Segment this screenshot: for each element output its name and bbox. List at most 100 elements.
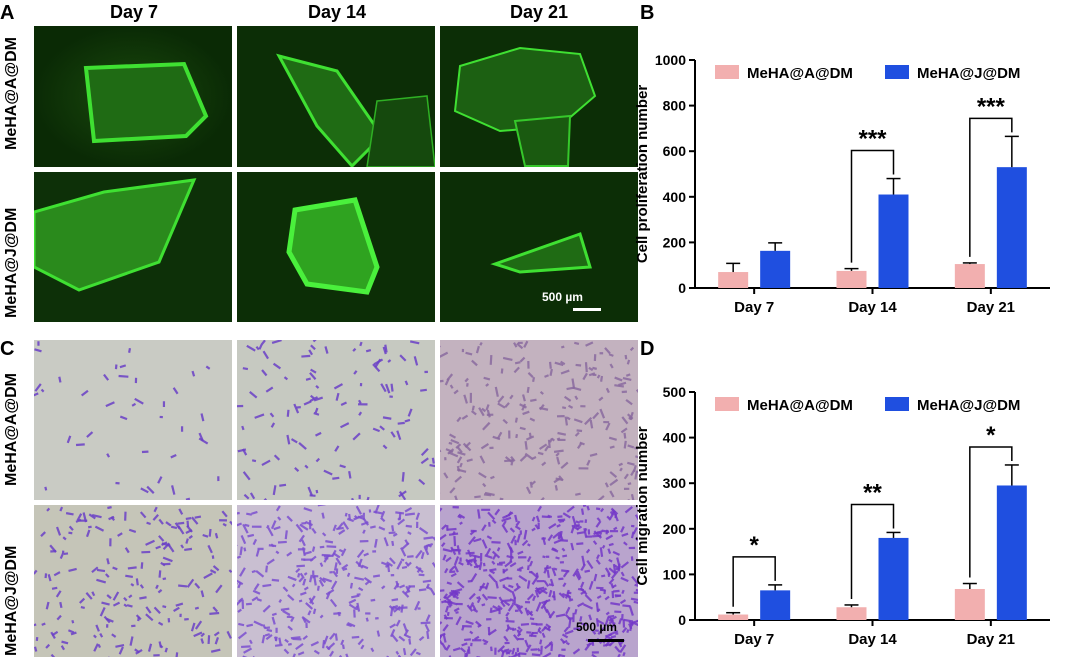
stained-cell bbox=[305, 377, 311, 381]
significance-label: ** bbox=[863, 479, 882, 506]
stained-cell bbox=[481, 593, 489, 601]
stained-cell bbox=[502, 568, 505, 574]
stained-cell bbox=[600, 375, 604, 382]
stained-cell bbox=[119, 364, 127, 369]
stained-cell bbox=[184, 617, 189, 621]
stained-cell bbox=[118, 646, 124, 655]
stained-cell bbox=[246, 512, 252, 516]
stained-cell bbox=[623, 618, 634, 623]
stained-cell bbox=[611, 622, 616, 628]
stained-cell bbox=[504, 641, 510, 645]
stained-cell bbox=[618, 618, 623, 625]
stained-cell bbox=[531, 516, 536, 522]
stained-cell bbox=[616, 557, 621, 568]
stained-cell bbox=[171, 485, 176, 495]
stained-cell bbox=[505, 616, 509, 621]
stained-cell bbox=[351, 497, 356, 500]
stained-cell bbox=[560, 369, 570, 375]
stained-cell bbox=[585, 341, 594, 347]
stained-cell bbox=[546, 569, 550, 578]
stained-cell bbox=[180, 544, 185, 549]
stained-cell bbox=[251, 525, 262, 528]
stained-cell bbox=[239, 567, 246, 577]
y-axis-label: Cell migration number bbox=[634, 426, 651, 585]
stained-cell bbox=[352, 432, 361, 441]
stained-cell bbox=[557, 654, 561, 657]
stained-cell bbox=[354, 514, 358, 519]
stained-cell bbox=[597, 626, 605, 635]
stained-cell bbox=[313, 649, 320, 655]
significance-label: *** bbox=[858, 126, 887, 153]
stained-cell bbox=[523, 529, 528, 540]
stained-cell bbox=[390, 431, 396, 438]
stain-image-a-day21 bbox=[440, 340, 638, 500]
stained-cell bbox=[237, 631, 248, 640]
stained-cell bbox=[188, 535, 193, 540]
stained-cell bbox=[302, 617, 307, 624]
stained-cell bbox=[282, 586, 289, 593]
stained-cell bbox=[580, 563, 586, 572]
stained-cell bbox=[418, 478, 426, 486]
stained-cell bbox=[128, 594, 133, 599]
stained-cell bbox=[544, 374, 549, 378]
stain-image-j-day21: 500 µm bbox=[440, 505, 638, 657]
panel-letter-d: D bbox=[640, 338, 655, 360]
stained-cell bbox=[508, 546, 514, 554]
y-tick-label: 400 bbox=[663, 189, 687, 205]
stained-cell bbox=[353, 609, 356, 618]
stained-cell bbox=[190, 622, 196, 632]
stained-cell bbox=[158, 641, 163, 648]
x-tick-label: Day 14 bbox=[848, 299, 897, 316]
stained-cell bbox=[635, 455, 638, 460]
stained-cell bbox=[494, 580, 499, 589]
stained-cell bbox=[103, 615, 111, 624]
stained-cell bbox=[486, 618, 492, 621]
stained-cell bbox=[198, 437, 209, 445]
stained-cell bbox=[361, 564, 369, 570]
stained-cell bbox=[509, 527, 516, 533]
stained-cell bbox=[271, 578, 280, 582]
stained-cell bbox=[107, 506, 112, 510]
stained-cell bbox=[94, 525, 105, 532]
stained-cell bbox=[271, 340, 282, 344]
stained-cell bbox=[55, 526, 62, 536]
significance-bracket bbox=[850, 149, 895, 263]
stained-cell bbox=[340, 639, 345, 646]
stained-cell bbox=[555, 452, 560, 457]
stained-cell bbox=[152, 514, 159, 521]
stained-cell bbox=[572, 386, 582, 392]
stained-cell bbox=[140, 487, 149, 494]
stained-cell bbox=[237, 579, 244, 586]
stained-cell bbox=[404, 512, 415, 516]
panel-letter-a: A bbox=[0, 2, 15, 24]
stained-cell bbox=[573, 627, 581, 630]
stained-cell bbox=[618, 462, 624, 467]
stained-cell bbox=[535, 586, 542, 595]
stained-cell bbox=[494, 386, 499, 397]
stained-cell bbox=[502, 525, 509, 534]
stained-cell bbox=[58, 376, 62, 383]
stained-cell bbox=[342, 521, 350, 530]
stained-cell bbox=[470, 410, 477, 416]
stained-cell bbox=[628, 623, 633, 630]
stained-cell bbox=[543, 580, 550, 587]
stained-cell bbox=[111, 633, 117, 638]
stained-cell bbox=[529, 481, 533, 488]
stained-cell bbox=[287, 594, 295, 602]
stained-cell bbox=[318, 579, 325, 587]
stained-cell bbox=[479, 341, 483, 346]
stained-cell bbox=[596, 554, 600, 560]
stained-cell bbox=[614, 564, 621, 570]
stained-cell bbox=[358, 586, 364, 592]
stained-cell bbox=[445, 644, 451, 651]
stained-cell bbox=[494, 508, 501, 516]
stained-cell bbox=[243, 647, 253, 654]
stained-cell bbox=[538, 587, 548, 595]
stained-cell bbox=[580, 622, 587, 626]
stained-cell bbox=[184, 547, 193, 552]
stained-cell bbox=[302, 547, 306, 557]
stained-cell bbox=[388, 531, 396, 535]
stained-cell bbox=[612, 563, 617, 574]
stained-cell bbox=[568, 404, 574, 409]
stained-cell bbox=[298, 599, 303, 603]
